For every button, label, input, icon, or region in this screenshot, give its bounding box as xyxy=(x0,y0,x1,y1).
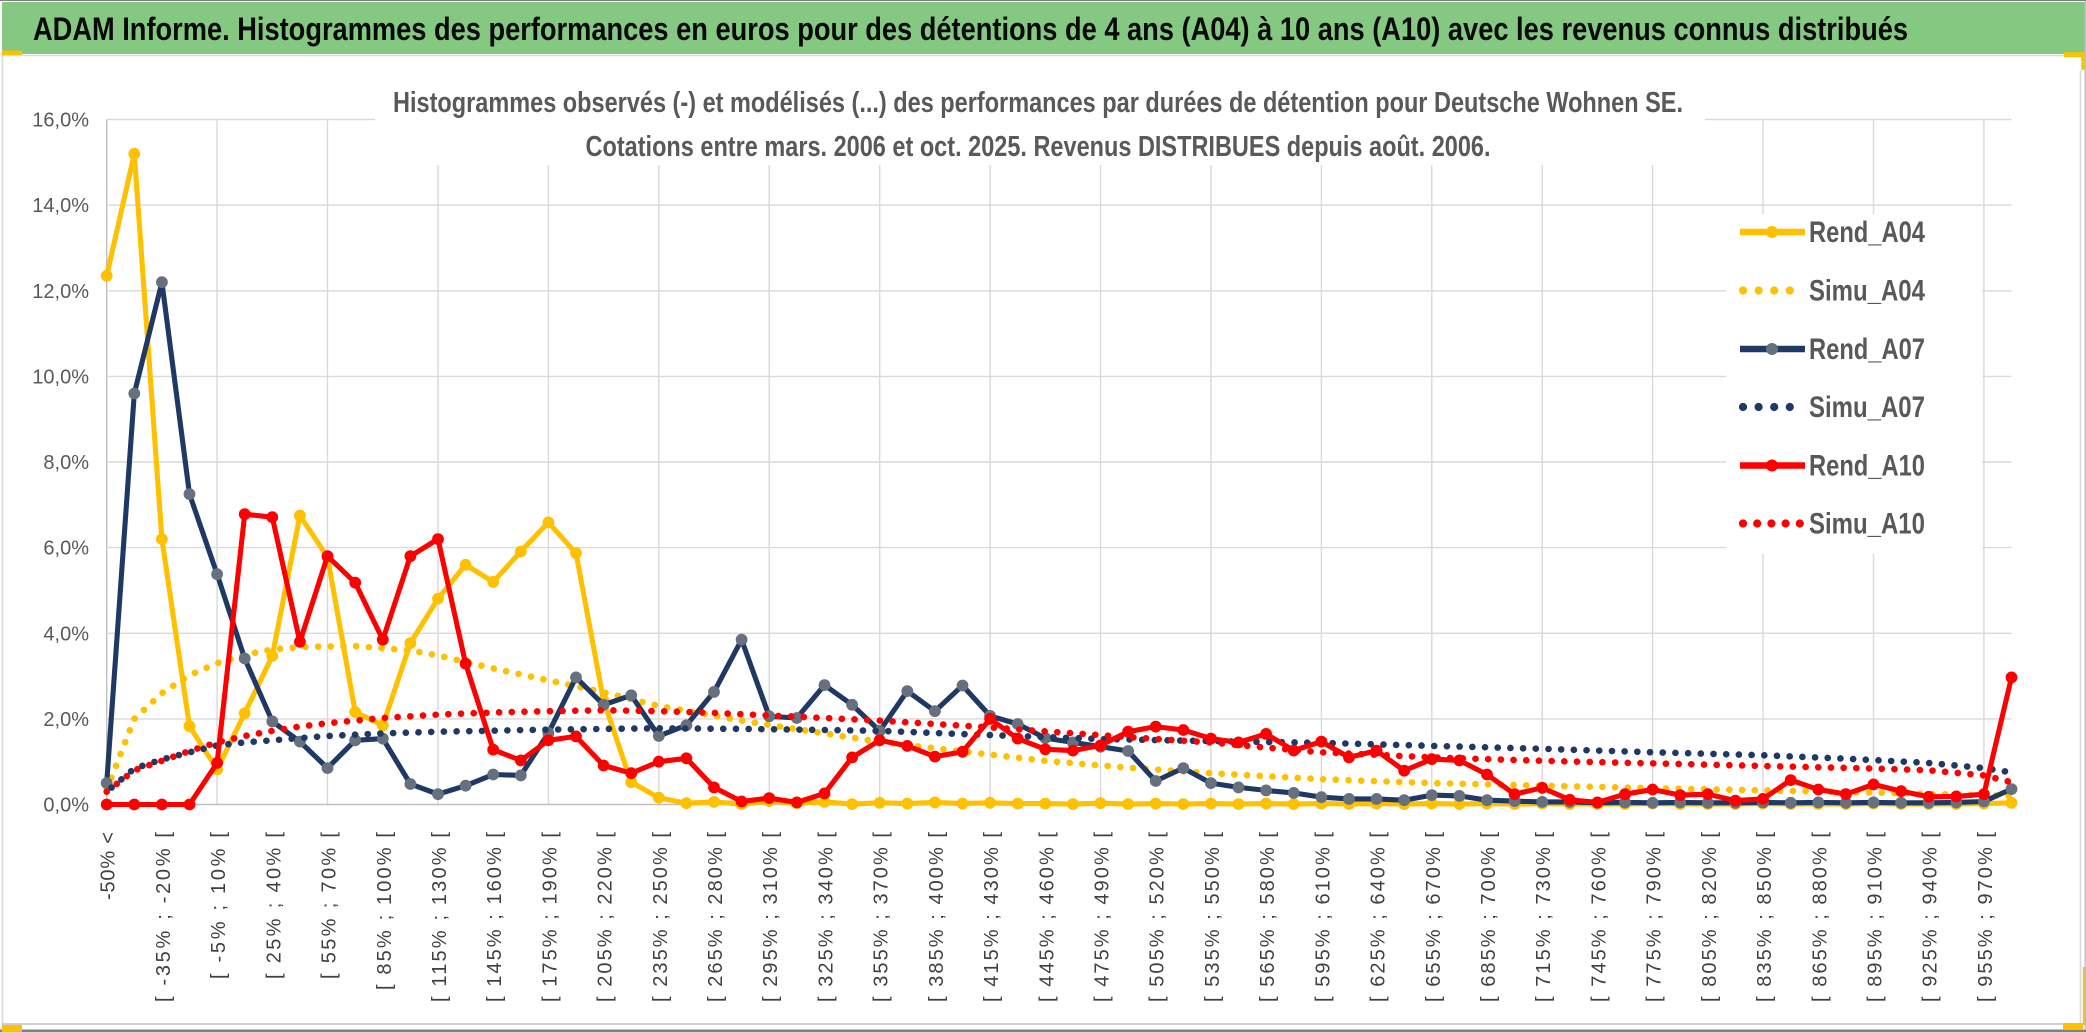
svg-text:[ 85% ; 100% [: [ 85% ; 100% [ xyxy=(374,832,396,990)
svg-text:[ 595% ; 610% [: [ 595% ; 610% [ xyxy=(1312,832,1334,1002)
svg-text:[ 175% ; 190% [: [ 175% ; 190% [ xyxy=(539,832,561,1002)
svg-text:[ -35% ; -20% [: [ -35% ; -20% [ xyxy=(153,832,175,1002)
svg-text:[ 385% ; 400% [: [ 385% ; 400% [ xyxy=(926,832,948,1002)
svg-text:14,0%: 14,0% xyxy=(32,195,89,217)
svg-text:[ 355% ; 370% [: [ 355% ; 370% [ xyxy=(871,832,893,1002)
svg-text:[ 145% ; 160% [: [ 145% ; 160% [ xyxy=(484,832,506,1002)
svg-text:Rend_A10: Rend_A10 xyxy=(1809,450,1925,483)
svg-text:Histogrammes observés (-) et m: Histogrammes observés (-) et modélisés (… xyxy=(393,87,1683,119)
svg-text:4,0%: 4,0% xyxy=(43,623,89,645)
svg-text:[ 235% ; 250% [: [ 235% ; 250% [ xyxy=(650,832,672,1002)
svg-text:[ 325% ; 340% [: [ 325% ; 340% [ xyxy=(816,832,838,1002)
svg-text:[ 205% ; 220% [: [ 205% ; 220% [ xyxy=(595,832,617,1002)
svg-text:[ 55% ; 70% [: [ 55% ; 70% [ xyxy=(319,832,341,979)
svg-text:[ -5% ; 10% [: [ -5% ; 10% [ xyxy=(208,832,230,979)
svg-text:2,0%: 2,0% xyxy=(43,709,89,731)
svg-text:[ 535% ; 550% [: [ 535% ; 550% [ xyxy=(1202,832,1224,1002)
svg-text:[ 745% ; 760% [: [ 745% ; 760% [ xyxy=(1588,832,1610,1002)
svg-text:[ 835% ; 850% [: [ 835% ; 850% [ xyxy=(1754,832,1776,1002)
svg-text:[ 685% ; 700% [: [ 685% ; 700% [ xyxy=(1478,832,1500,1002)
svg-text:6,0%: 6,0% xyxy=(43,538,89,560)
svg-text:-50% <: -50% < xyxy=(98,832,120,900)
svg-text:[ 715% ; 730% [: [ 715% ; 730% [ xyxy=(1533,832,1555,1002)
svg-text:[ 955% ; 970% [: [ 955% ; 970% [ xyxy=(1975,832,1997,1002)
svg-text:[ 895% ; 910% [: [ 895% ; 910% [ xyxy=(1865,832,1887,1002)
svg-text:Rend_A04: Rend_A04 xyxy=(1809,216,1925,249)
svg-text:10,0%: 10,0% xyxy=(32,366,89,388)
svg-text:[ 415% ; 430% [: [ 415% ; 430% [ xyxy=(981,832,1003,1002)
svg-text:[ 505% ; 520% [: [ 505% ; 520% [ xyxy=(1147,832,1169,1002)
svg-text:[ 655% ; 670% [: [ 655% ; 670% [ xyxy=(1423,832,1445,1002)
svg-text:[ 775% ; 790% [: [ 775% ; 790% [ xyxy=(1644,832,1666,1002)
svg-text:Simu_A10: Simu_A10 xyxy=(1809,508,1925,541)
svg-text:[ 25% ; 40% [: [ 25% ; 40% [ xyxy=(263,832,285,979)
svg-text:0,0%: 0,0% xyxy=(43,795,89,817)
svg-text:Rend_A07: Rend_A07 xyxy=(1809,333,1925,366)
svg-text:[ 925% ; 940% [: [ 925% ; 940% [ xyxy=(1920,832,1942,1002)
svg-text:[ 625% ; 640% [: [ 625% ; 640% [ xyxy=(1368,832,1390,1002)
svg-text:[ 475% ; 490% [: [ 475% ; 490% [ xyxy=(1092,832,1114,1002)
svg-text:ADAM Informe. Histogrammes des: ADAM Informe. Histogrammes des performan… xyxy=(33,11,1908,47)
svg-text:Simu_A04: Simu_A04 xyxy=(1809,275,1925,308)
svg-text:16,0%: 16,0% xyxy=(32,110,89,132)
svg-text:12,0%: 12,0% xyxy=(32,281,89,303)
svg-text:[ 805% ; 820% [: [ 805% ; 820% [ xyxy=(1699,832,1721,1002)
svg-text:[ 865% ; 880% [: [ 865% ; 880% [ xyxy=(1809,832,1831,1002)
svg-text:8,0%: 8,0% xyxy=(43,452,89,474)
svg-text:Simu_A07: Simu_A07 xyxy=(1809,391,1925,424)
svg-text:[ 265% ; 280% [: [ 265% ; 280% [ xyxy=(705,832,727,1002)
svg-text:[ 565% ; 580% [: [ 565% ; 580% [ xyxy=(1257,832,1279,1002)
svg-text:[ 445% ; 460% [: [ 445% ; 460% [ xyxy=(1036,832,1058,1002)
svg-text:[ 295% ; 310% [: [ 295% ; 310% [ xyxy=(760,832,782,1002)
svg-text:[ 115% ; 130% [: [ 115% ; 130% [ xyxy=(429,832,451,1002)
svg-text:Cotations entre mars. 2006 et: Cotations entre mars. 2006 et oct. 2025.… xyxy=(586,131,1491,163)
